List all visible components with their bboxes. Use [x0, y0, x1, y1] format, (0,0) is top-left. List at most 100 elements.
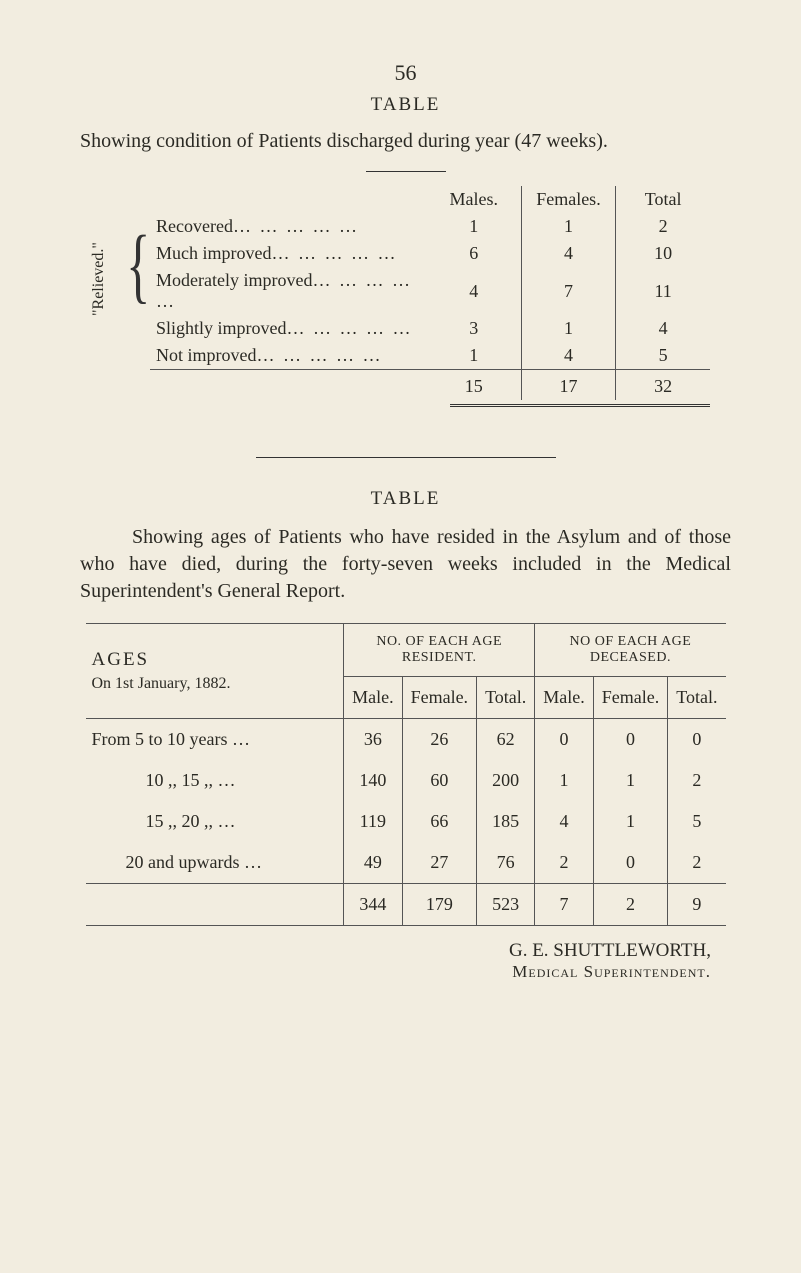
cell: 2 — [535, 842, 593, 884]
cell: 62 — [477, 719, 535, 761]
total-females: 17 — [521, 370, 616, 401]
cell: 119 — [344, 801, 402, 842]
double-rule — [450, 404, 710, 407]
table2-intro: Showing ages of Patients who have reside… — [80, 524, 731, 605]
age-table: AGES On 1st January, 1882. NO. OF EACH A… — [86, 623, 726, 926]
dots: … — [232, 729, 252, 749]
page-number: 56 — [80, 60, 731, 86]
total-males: 15 — [427, 370, 521, 401]
cell: 4 — [535, 801, 593, 842]
row-label: Slightly improved — [156, 318, 287, 338]
cell: 1 — [427, 342, 521, 370]
cell: 6 — [427, 240, 521, 267]
row-label: 20 and upwards — [126, 852, 240, 872]
cell: 2 — [616, 213, 710, 240]
cell: 3 — [427, 315, 521, 342]
total-cell: 523 — [477, 884, 535, 926]
row-label: 15 ,, 20 ,, — [146, 811, 214, 831]
sub-total: Total. — [668, 677, 726, 719]
cell: 4 — [427, 267, 521, 315]
table-row: Much improved… … … … … 6 4 10 — [150, 240, 710, 267]
cell: 7 — [521, 267, 616, 315]
cell: 60 — [402, 760, 476, 801]
cell: 66 — [402, 801, 476, 842]
cell: 11 — [616, 267, 710, 315]
table-row: 10 ,, 15 ,, … 140 60 200 1 1 2 — [86, 760, 726, 801]
table-heading-2: TABLE — [80, 488, 731, 510]
cell: 5 — [668, 801, 726, 842]
totals-row: 344 179 523 7 2 9 — [86, 884, 726, 926]
table-row: Not improved… … … … … 1 4 5 — [150, 342, 710, 370]
total-cell: 2 — [593, 884, 667, 926]
cell: 185 — [477, 801, 535, 842]
ages-sublabel: On 1st January, 1882. — [92, 675, 336, 693]
cell: 1 — [521, 213, 616, 240]
relieved-label: "Relieved." — [90, 242, 108, 316]
cell: 200 — [477, 760, 535, 801]
cell: 0 — [593, 719, 667, 761]
group-resident: NO. OF EACH AGE RESIDENT. — [344, 624, 535, 677]
cell: 1 — [521, 315, 616, 342]
signature-block: G. E. SHUTTLEWORTH, Medical Superintende… — [80, 940, 731, 982]
cell: 49 — [344, 842, 402, 884]
cell: 4 — [521, 342, 616, 370]
totals-row: 15 17 32 — [150, 370, 710, 401]
table1-intro: Showing condition of Patients discharged… — [80, 130, 731, 153]
sub-total: Total. — [477, 677, 535, 719]
table-heading-1: TABLE — [80, 94, 731, 116]
total-cell: 179 — [402, 884, 476, 926]
signature-title: Medical Superintendent. — [80, 962, 711, 982]
dots: … — [218, 770, 238, 790]
dots: … … … … … — [233, 216, 359, 236]
cell: 1 — [535, 760, 593, 801]
cell: 5 — [616, 342, 710, 370]
total-cell: 7 — [535, 884, 593, 926]
row-label: Not improved — [156, 345, 257, 365]
condition-table-wrap: "Relieved." { Males. Females. Total Reco… — [80, 186, 731, 407]
cell: 0 — [668, 719, 726, 761]
row-label: Recovered — [156, 216, 233, 236]
row-label: Moderately improved — [156, 270, 312, 290]
cell: 76 — [477, 842, 535, 884]
total-cell: 344 — [344, 884, 402, 926]
ages-label: AGES — [92, 649, 336, 671]
cell: 2 — [668, 760, 726, 801]
divider-rule — [256, 457, 556, 458]
age-header-group-row: AGES On 1st January, 1882. NO. OF EACH A… — [86, 624, 726, 677]
row-label: Much improved — [156, 243, 271, 263]
cell: 1 — [593, 760, 667, 801]
sub-female: Female. — [402, 677, 476, 719]
cell: 140 — [344, 760, 402, 801]
table-row: From 5 to 10 years … 36 26 62 0 0 0 — [86, 719, 726, 761]
cell: 10 — [616, 240, 710, 267]
sub-male: Male. — [535, 677, 593, 719]
sub-female: Female. — [593, 677, 667, 719]
col-total: Total — [616, 186, 710, 213]
sub-male: Male. — [344, 677, 402, 719]
cell: 1 — [593, 801, 667, 842]
table-row: 15 ,, 20 ,, … 119 66 185 4 1 5 — [86, 801, 726, 842]
table-row: Slightly improved… … … … … 3 1 4 — [150, 315, 710, 342]
short-rule-1 — [366, 171, 446, 172]
signature-name: G. E. SHUTTLEWORTH, — [80, 940, 711, 962]
dots: … — [244, 852, 264, 872]
col-males: Males. — [427, 186, 521, 213]
cell: 0 — [535, 719, 593, 761]
table-row: 20 and upwards … 49 27 76 2 0 2 — [86, 842, 726, 884]
dots: … … … … … — [287, 318, 413, 338]
row-label: 10 ,, 15 ,, — [146, 770, 214, 790]
total-total: 32 — [616, 370, 710, 401]
dots: … … … … … — [257, 345, 383, 365]
cell: 4 — [616, 315, 710, 342]
col-females: Females. — [521, 186, 616, 213]
cell: 4 — [521, 240, 616, 267]
cell: 27 — [402, 842, 476, 884]
row-label: From 5 to 10 years — [92, 729, 228, 749]
dots: … — [218, 811, 238, 831]
dots: … … … … … — [271, 243, 397, 263]
group-deceased: NO OF EACH AGE DECEASED. — [535, 624, 726, 677]
cell: 26 — [402, 719, 476, 761]
total-cell: 9 — [668, 884, 726, 926]
table-row: Recovered… … … … … 1 1 2 — [150, 213, 710, 240]
cell: 2 — [668, 842, 726, 884]
